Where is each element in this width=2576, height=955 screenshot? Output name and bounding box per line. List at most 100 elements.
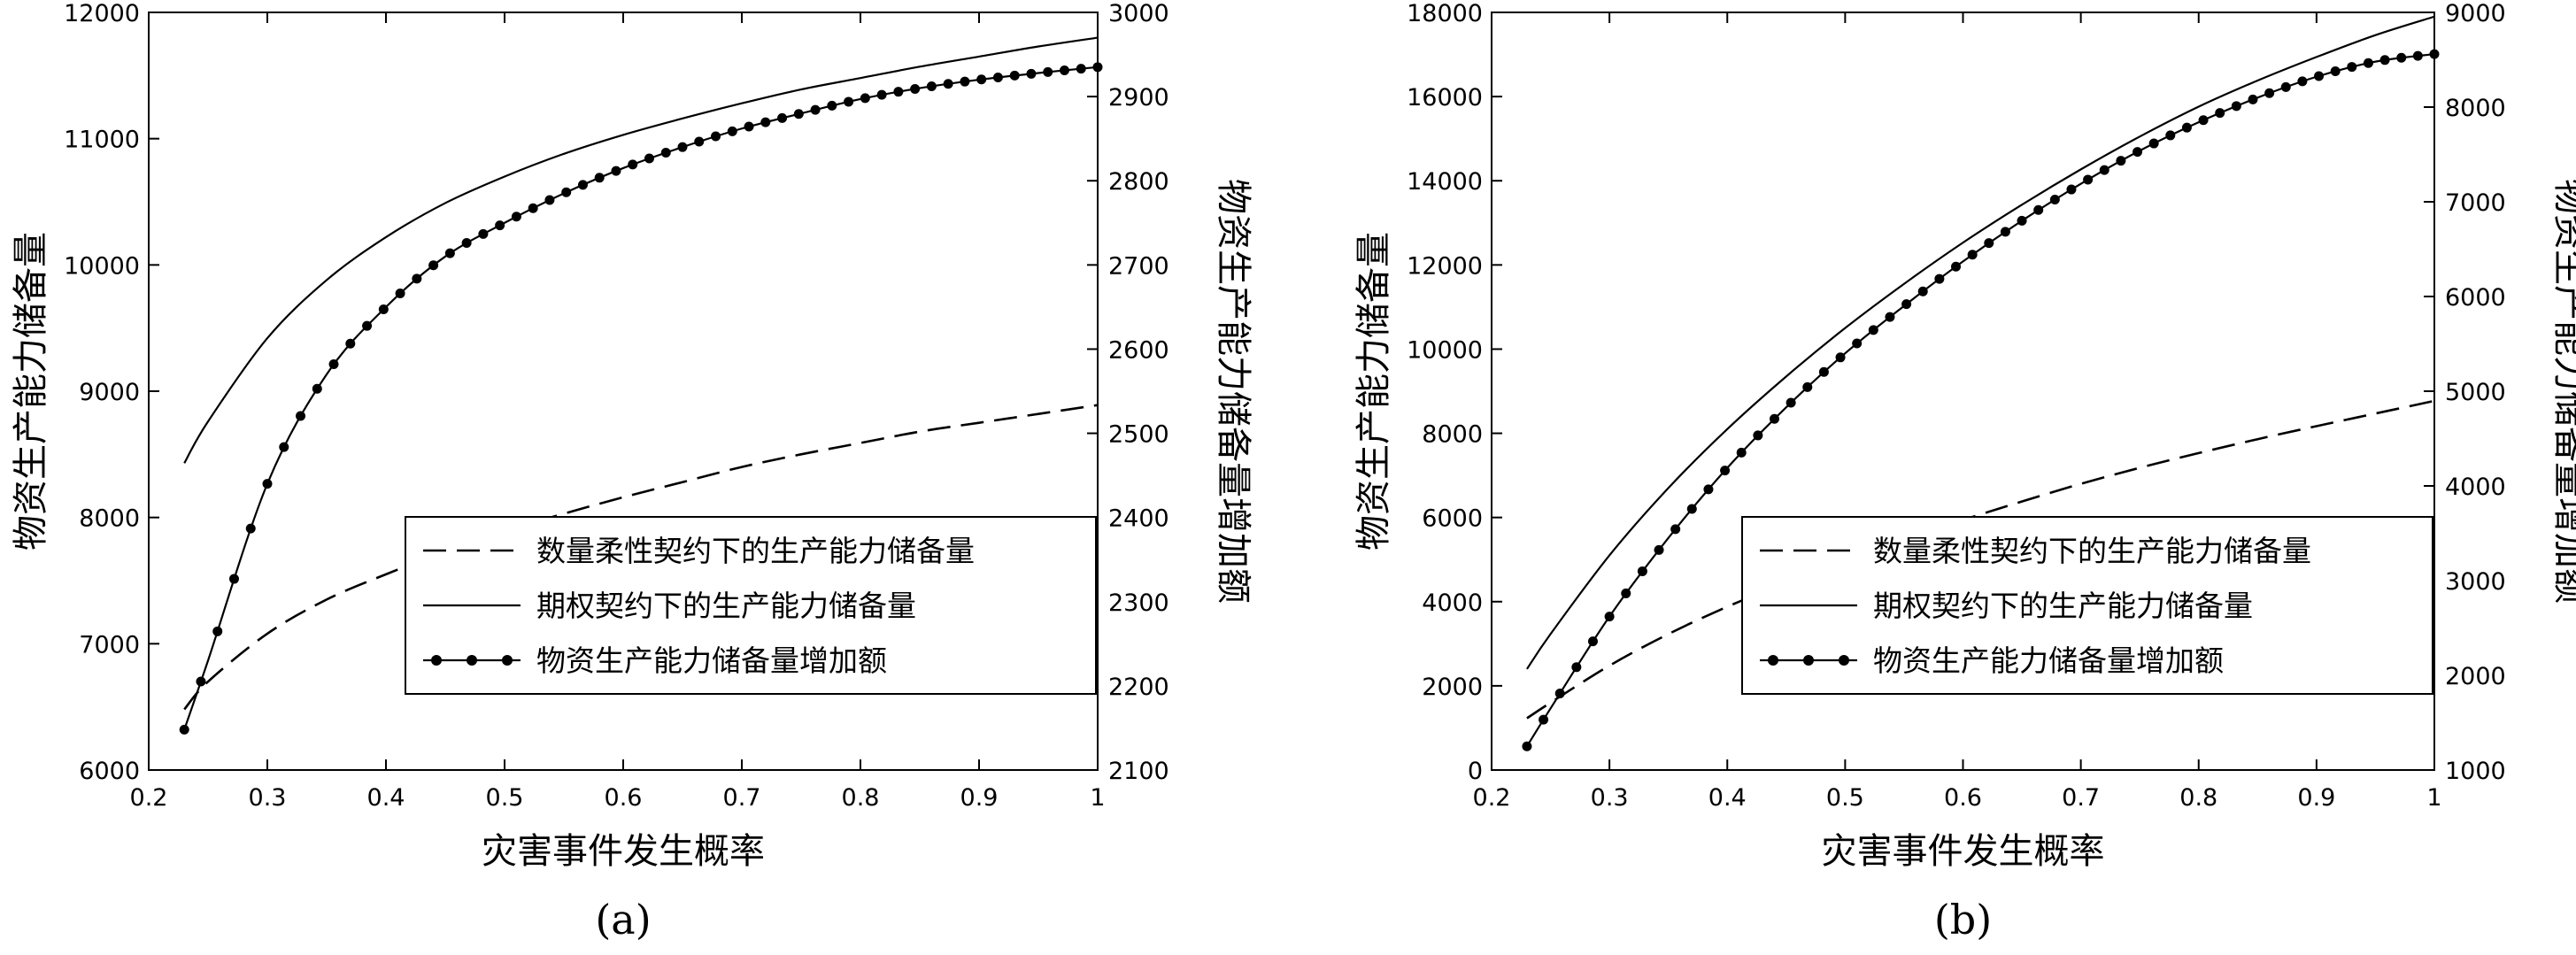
- data-point: [660, 147, 671, 158]
- data-point: [544, 195, 555, 205]
- data-point: [1720, 466, 1731, 476]
- data-point: [2066, 184, 2077, 195]
- x-tick-label: 0.3: [1591, 784, 1629, 812]
- legend-label-3: 物资生产能力储备量增加额: [1873, 643, 2224, 678]
- x-tick-label: 0.7: [2062, 784, 2100, 812]
- y2-tick-label: 2400: [1108, 505, 1169, 533]
- data-point: [1026, 68, 1037, 79]
- data-point: [960, 76, 970, 87]
- data-point: [196, 676, 206, 687]
- y2-tick-label: 3000: [1108, 0, 1169, 27]
- data-point: [1621, 588, 1631, 598]
- data-point: [2231, 101, 2241, 112]
- y-tick-label: 12000: [1407, 252, 1483, 280]
- x-tick-label: 0.9: [960, 784, 999, 812]
- data-point: [528, 203, 538, 213]
- x-tick-label: 0.5: [486, 784, 524, 812]
- data-point: [2280, 81, 2291, 92]
- data-point: [1852, 338, 1863, 349]
- data-point: [2181, 122, 2192, 133]
- data-point: [1637, 566, 1647, 576]
- data-point: [2116, 156, 2126, 166]
- y2-tick-label: 2600: [1108, 336, 1169, 364]
- y-tick-label: 4000: [1422, 589, 1483, 617]
- data-point: [1686, 504, 1697, 514]
- data-point: [1587, 636, 1598, 647]
- data-point: [495, 220, 505, 231]
- y2-tick-label: 2200: [1108, 674, 1169, 701]
- y2-tick-label: 4000: [2445, 474, 2506, 501]
- data-point: [926, 81, 937, 91]
- data-point: [1951, 261, 1962, 272]
- y-tick-label: 8000: [79, 505, 140, 533]
- data-point: [2198, 115, 2209, 126]
- y-tick-label: 8000: [1422, 421, 1483, 449]
- y2-tick-label: 2700: [1108, 252, 1169, 280]
- series-group: [1522, 15, 2440, 751]
- data-point: [511, 212, 521, 222]
- data-point: [760, 117, 771, 127]
- data-point: [860, 93, 870, 104]
- y-tick-label: 10000: [64, 252, 140, 280]
- x-tick-label: 0.9: [2297, 784, 2335, 812]
- data-point: [1043, 66, 1053, 77]
- legend-label-1: 数量柔性契约下的生产能力储备量: [1873, 534, 2311, 568]
- data-point: [478, 228, 489, 239]
- data-point: [1984, 238, 1994, 249]
- legend-marker: [502, 655, 513, 666]
- data-point: [2347, 62, 2357, 73]
- data-point: [2314, 71, 2325, 81]
- data-point: [1802, 381, 1813, 392]
- data-point: [279, 442, 289, 452]
- data-point: [444, 248, 455, 258]
- data-point: [1654, 544, 1664, 555]
- data-point: [1571, 662, 1582, 673]
- data-point: [1769, 413, 1779, 424]
- y-tick-label: 6000: [79, 758, 140, 785]
- data-point: [345, 338, 356, 349]
- data-point: [1076, 64, 1086, 74]
- series-line-2: [183, 36, 1099, 464]
- panel-label: (b): [1934, 896, 1992, 943]
- data-point: [1967, 250, 1978, 260]
- data-point: [2429, 49, 2440, 59]
- data-point: [2412, 50, 2423, 61]
- y-tick-label: 9000: [79, 379, 140, 406]
- data-point: [1703, 484, 1714, 495]
- data-point: [395, 288, 405, 298]
- data-point: [744, 121, 754, 132]
- data-point: [2033, 204, 2044, 215]
- legend-label-2: 期权契约下的生产能力储备量: [1873, 589, 2253, 623]
- data-point: [577, 180, 588, 190]
- data-point: [2330, 66, 2341, 77]
- data-point: [943, 79, 953, 89]
- data-point: [328, 359, 339, 370]
- y-tick-label: 14000: [1407, 168, 1483, 196]
- data-point: [644, 153, 654, 164]
- data-point: [1092, 62, 1103, 73]
- y-tick-label: 2000: [1422, 674, 1483, 701]
- data-point: [1868, 325, 1878, 335]
- y-axis-title: 物资生产能力储备量: [1354, 232, 1394, 551]
- x-tick-label: 1: [1090, 784, 1105, 812]
- data-point: [296, 411, 306, 421]
- x-tick-label: 0.3: [249, 784, 287, 812]
- y2-tick-label: 7000: [2445, 189, 2506, 217]
- data-point: [594, 173, 605, 183]
- data-point: [1539, 714, 1549, 725]
- data-point: [212, 626, 223, 636]
- data-point: [228, 574, 239, 584]
- data-point: [1604, 612, 1615, 622]
- data-point: [827, 100, 837, 111]
- y-tick-label: 10000: [1407, 336, 1483, 364]
- y2-tick-label: 1000: [2445, 758, 2506, 785]
- data-point: [1059, 65, 1069, 75]
- data-point: [810, 104, 821, 115]
- y-axis-title: 物资生产能力储备量: [11, 232, 51, 551]
- data-point: [1753, 430, 1763, 441]
- data-point: [2215, 108, 2225, 119]
- data-point: [910, 83, 921, 94]
- data-point: [727, 126, 737, 136]
- data-point: [428, 260, 439, 271]
